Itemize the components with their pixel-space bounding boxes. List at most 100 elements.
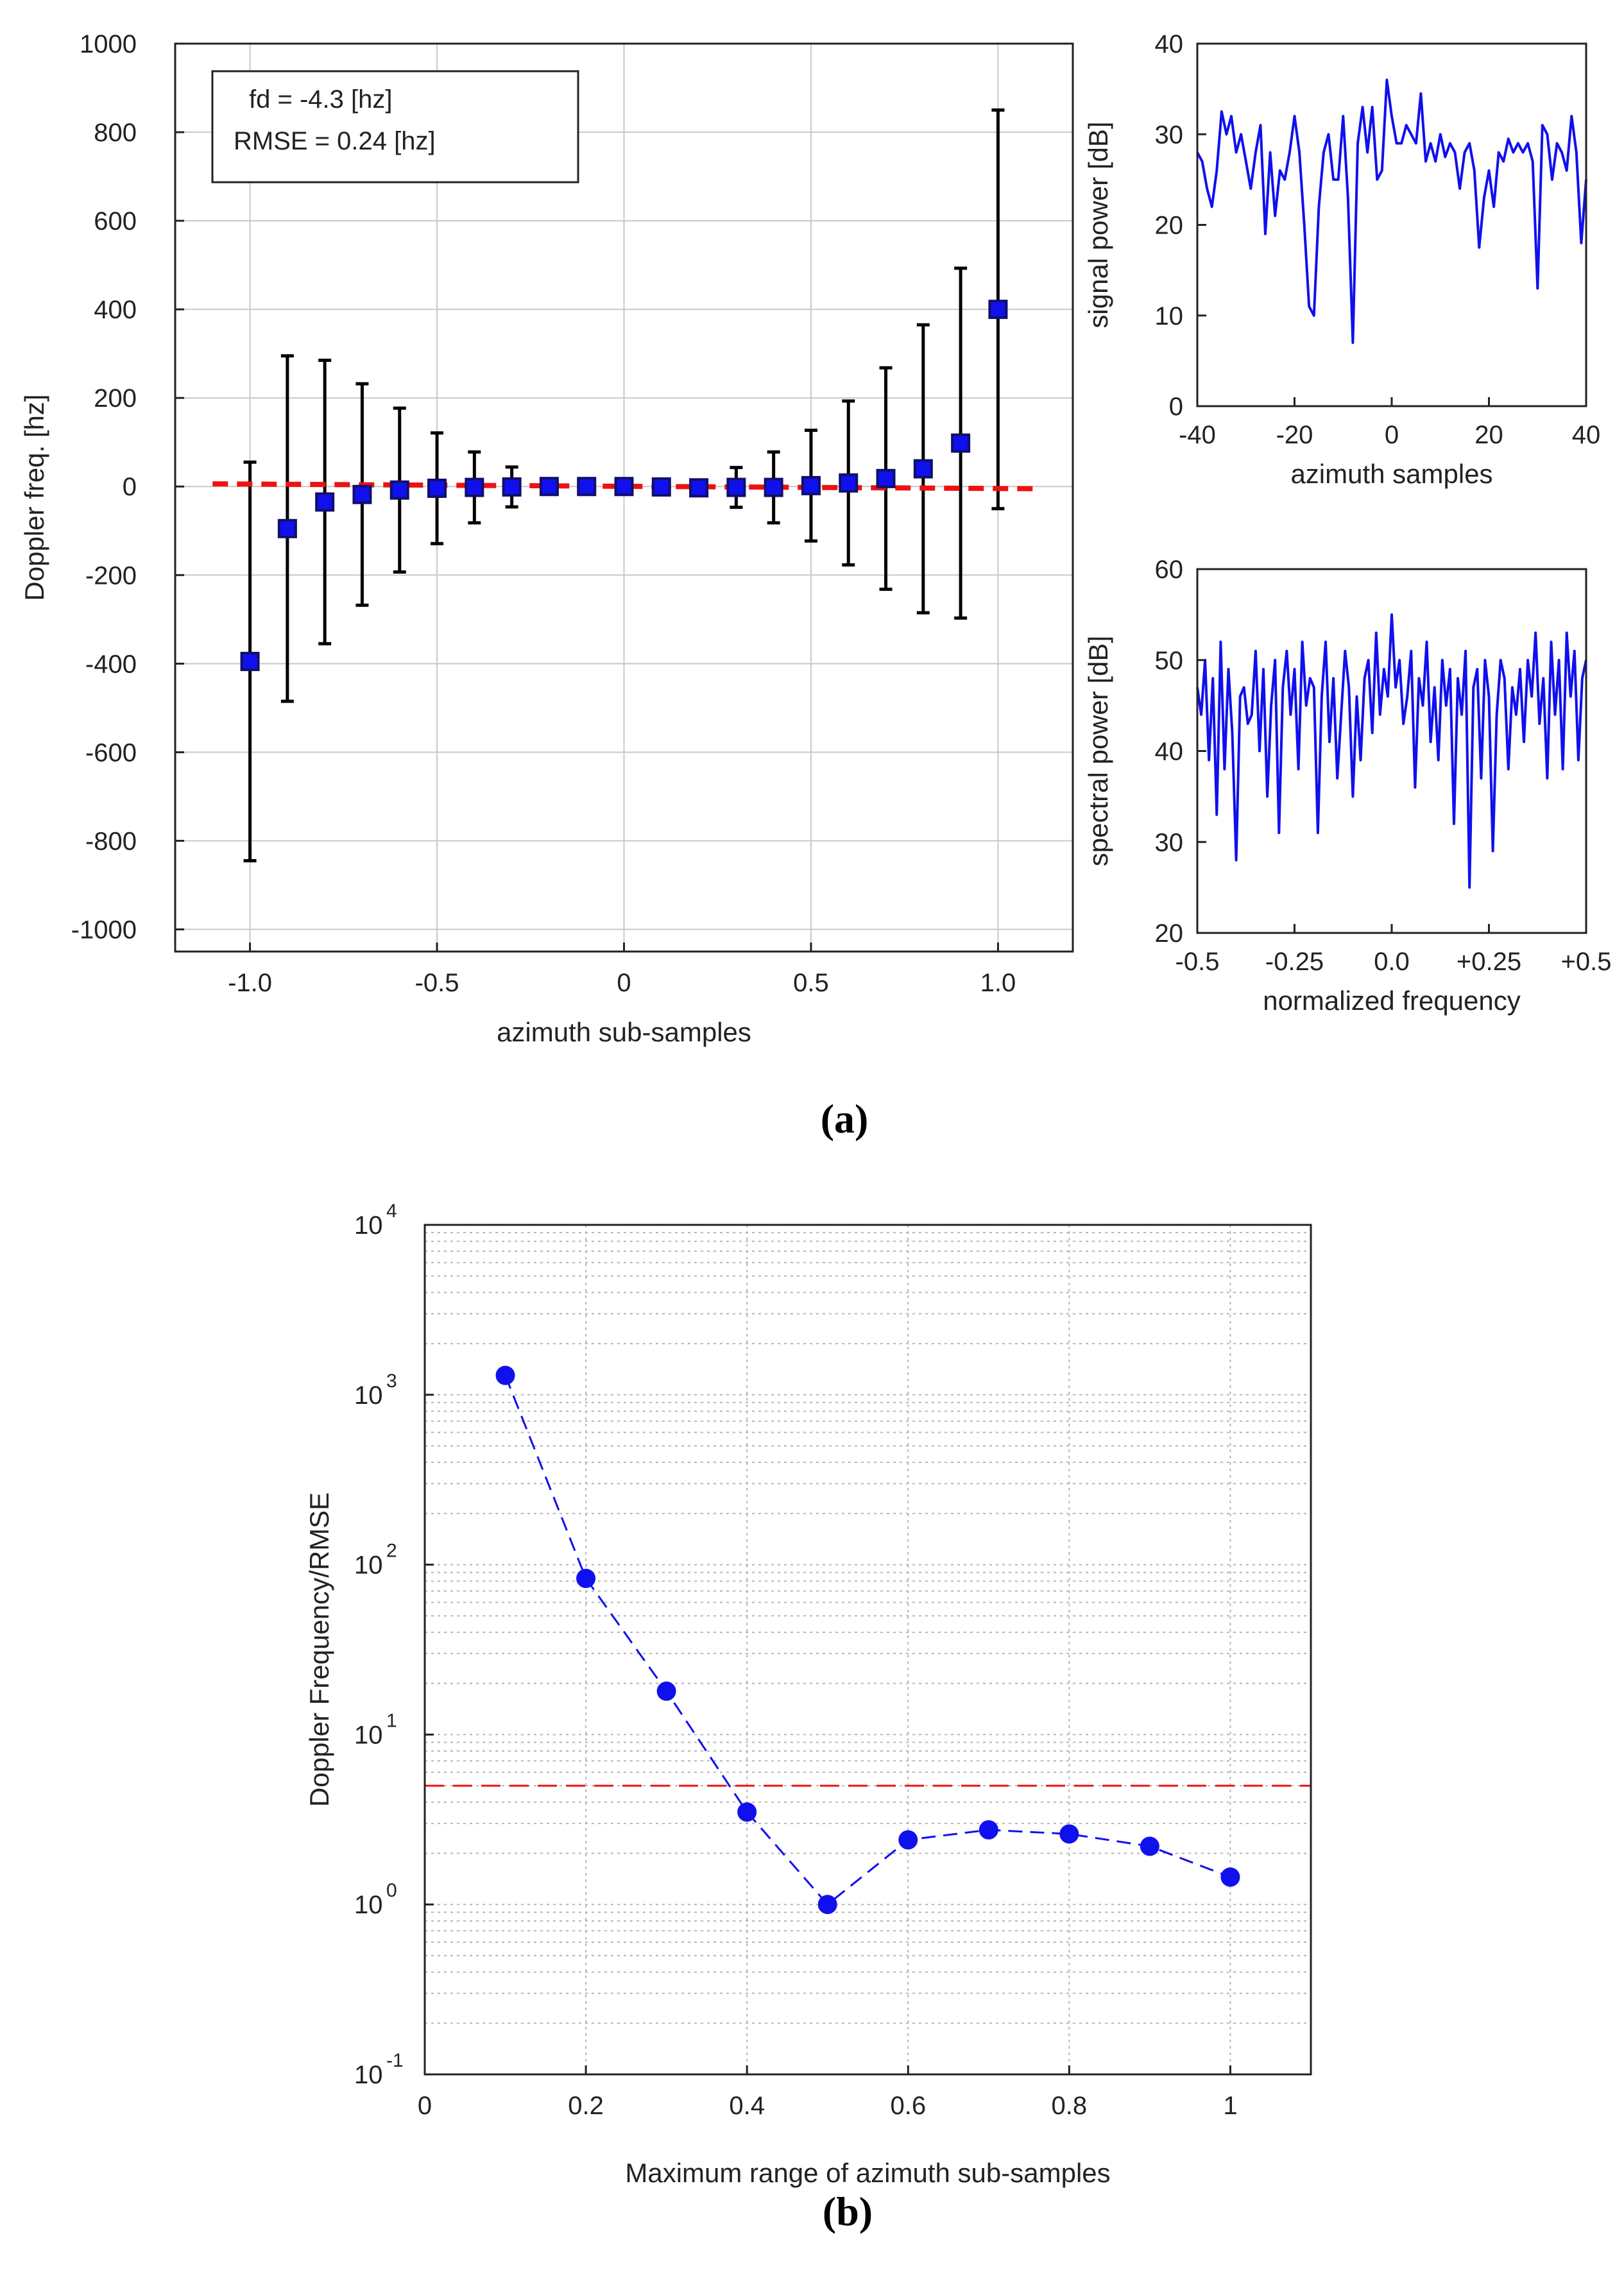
doppler-y-tick-label: 200 [94,384,137,413]
ratio-marker [576,1569,596,1589]
ratio-y-tick-base: 10 [354,1721,383,1749]
doppler-marker [801,475,821,495]
ratio-marker [817,1895,837,1915]
ratio-y-tick-exponent: 0 [386,1880,397,1901]
ratio-x-axis-label: Maximum range of azimuth sub-samples [625,2158,1110,2188]
doppler-marker [539,477,559,497]
ratio-y-tick-exponent: -1 [386,2050,404,2071]
spectrum-x-tick-label: +0.5 [1561,948,1612,976]
doppler-y-tick-label: -400 [85,650,137,678]
doppler-y-tick-label: 1000 [80,30,137,58]
doppler-marker [352,484,372,504]
signal-y-tick-label: 0 [1169,393,1183,421]
doppler-marker [951,433,971,453]
ratio-x-tick-label: 1 [1223,2092,1237,2120]
legend-frame [211,70,579,184]
doppler-x-tick-label: 0.5 [793,969,829,997]
ratio-y-tick-exponent: 1 [386,1710,397,1731]
doppler-y-tick-label: -1000 [71,916,137,944]
doppler-marker [651,477,671,497]
doppler-marker [876,468,896,488]
signal-x-tick-label: 20 [1474,421,1503,449]
signal-y-tick-label: 40 [1155,30,1184,58]
signal-power-line [1196,78,1587,345]
ratio-marker [979,1820,998,1840]
doppler-x-tick-label: 1.0 [980,969,1016,997]
ratio-marker [737,1802,757,1822]
legend: fd = -4.3 [hz] RMSE = 0.24 [hz] [211,70,579,184]
doppler-marker [427,479,447,499]
ratio-y-tick-exponent: 2 [386,1541,397,1562]
signal-y-tick-label: 30 [1155,121,1184,149]
ratio-y-tick-base: 10 [354,1211,383,1240]
signal-x-tick-label: -40 [1179,421,1216,449]
ratio-y-tick-base: 10 [354,2061,383,2089]
spectrum-y-tick-label: 50 [1155,647,1184,675]
ratio-x-tick-label: 0.8 [1052,2092,1088,2120]
doppler-y-tick-label: -800 [85,827,137,855]
doppler-x-axis-label: azimuth sub-samples [497,1017,751,1047]
spectrum-y-axis-label: spectral power [dB] [1083,636,1113,867]
doppler-marker [389,480,409,500]
ratio-marker [656,1681,676,1701]
doppler-marker [577,477,597,497]
spectrum-y-tick-label: 40 [1155,738,1184,766]
doppler-x-tick-label: -1.0 [228,969,272,997]
ratio-y-tick-base: 10 [354,1381,383,1410]
spectrum-x-tick-label: -0.25 [1265,948,1324,976]
ratio-marker [495,1365,515,1385]
true-doppler-line [212,481,1036,491]
text-layer: -1.0 -0.5 0 0.5 1.010008006004002000-200-400… [19,30,1611,2188]
ratio-line [504,1375,1231,1906]
ratio-x-tick-label: 0.6 [890,2092,926,2120]
doppler-marker [277,518,297,538]
doppler-marker [988,300,1008,320]
signal-x-tick-label: 40 [1572,421,1601,449]
caption-a: (a) [821,1096,869,1141]
caption-b: (b) [823,2189,873,2234]
spectral-power-line [1196,613,1587,889]
legend-rmse-text: RMSE = 0.24 [hz] [234,127,436,155]
ratio-marker [1220,1867,1240,1887]
ratio-y-tick-exponent: 4 [386,1200,397,1222]
legend-fd-text: fd = -4.3 [hz] [249,85,392,114]
ratio-y-tick-base: 10 [354,1891,383,1919]
frame-layer [174,42,1587,2076]
ratio-marker [1059,1824,1079,1844]
spectrum-x-tick-label: +0.25 [1457,948,1521,976]
signal-plot-frame [1196,42,1587,407]
ratio-plot-frame [423,1224,1312,2076]
doppler-marker [465,477,484,497]
doppler-y-tick-label: 0 [123,473,137,501]
doppler-marker [913,459,933,479]
signal-x-tick-label: -20 [1276,421,1313,449]
spectrum-x-axis-label: normalized frequency [1263,986,1521,1016]
doppler-x-tick-label: -0.5 [415,969,459,997]
doppler-marker [839,473,859,493]
doppler-marker [502,477,522,497]
doppler-marker [315,492,335,512]
doppler-y-tick-label: 600 [94,207,137,235]
ratio-y-tick-base: 10 [354,1551,383,1580]
ratio-x-tick-label: 0 [418,2092,432,2120]
doppler-marker [240,651,260,671]
doppler-y-tick-label: -600 [85,739,137,767]
ratio-marker [1140,1836,1159,1856]
doppler-y-axis-label: Doppler freq. [hz] [19,394,49,601]
signal-y-axis-label: signal power [dB] [1083,121,1113,328]
spectrum-y-tick-label: 20 [1155,919,1184,948]
doppler-y-tick-label: -200 [85,561,137,590]
ratio-marker [898,1830,918,1850]
spectrum-y-tick-label: 60 [1155,556,1184,584]
ratio-y-axis-label: Doppler Frequency/RMSE [304,1492,334,1807]
doppler-marker [614,477,634,497]
ratio-y-tick-exponent: 3 [386,1371,397,1392]
ratio-x-tick-label: 0.2 [568,2092,604,2120]
ratio-x-tick-label: 0.4 [729,2092,765,2120]
spectrum-x-tick-label: -0.5 [1175,948,1220,976]
signal-x-axis-label: azimuth samples [1290,459,1492,489]
doppler-marker [689,478,709,498]
spectrum-y-tick-label: 30 [1155,828,1184,857]
spectrum-x-tick-label: 0.0 [1374,948,1410,976]
doppler-y-tick-label: 400 [94,296,137,324]
